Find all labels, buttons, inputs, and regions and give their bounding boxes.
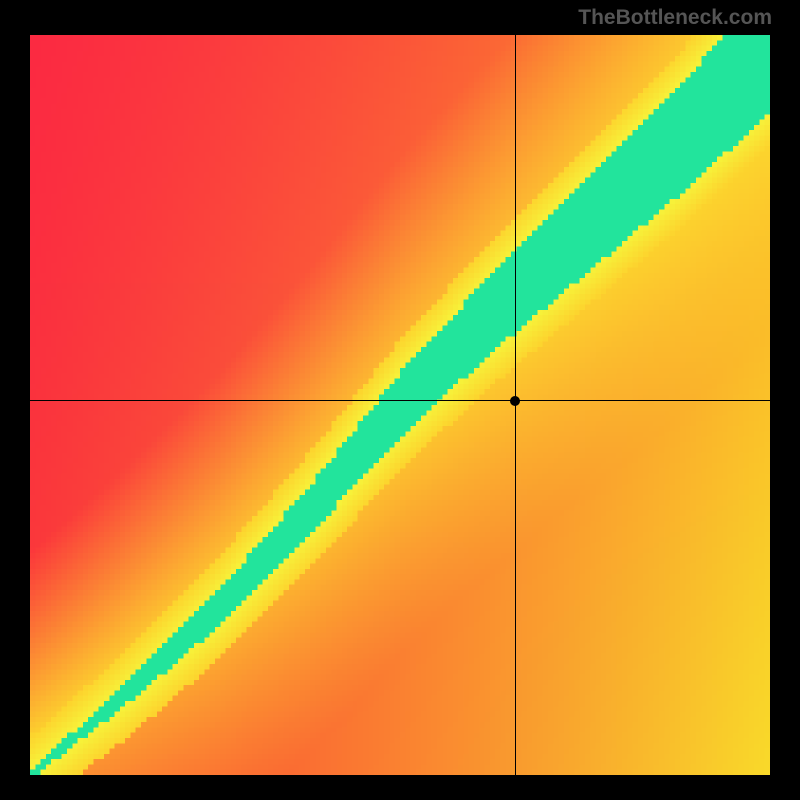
crosshair-horizontal (30, 400, 770, 401)
crosshair-marker (510, 396, 520, 406)
heatmap-canvas (30, 35, 770, 775)
figure-root: TheBottleneck.com (0, 0, 800, 800)
watermark-text: TheBottleneck.com (578, 6, 772, 30)
plot-area (30, 35, 770, 775)
